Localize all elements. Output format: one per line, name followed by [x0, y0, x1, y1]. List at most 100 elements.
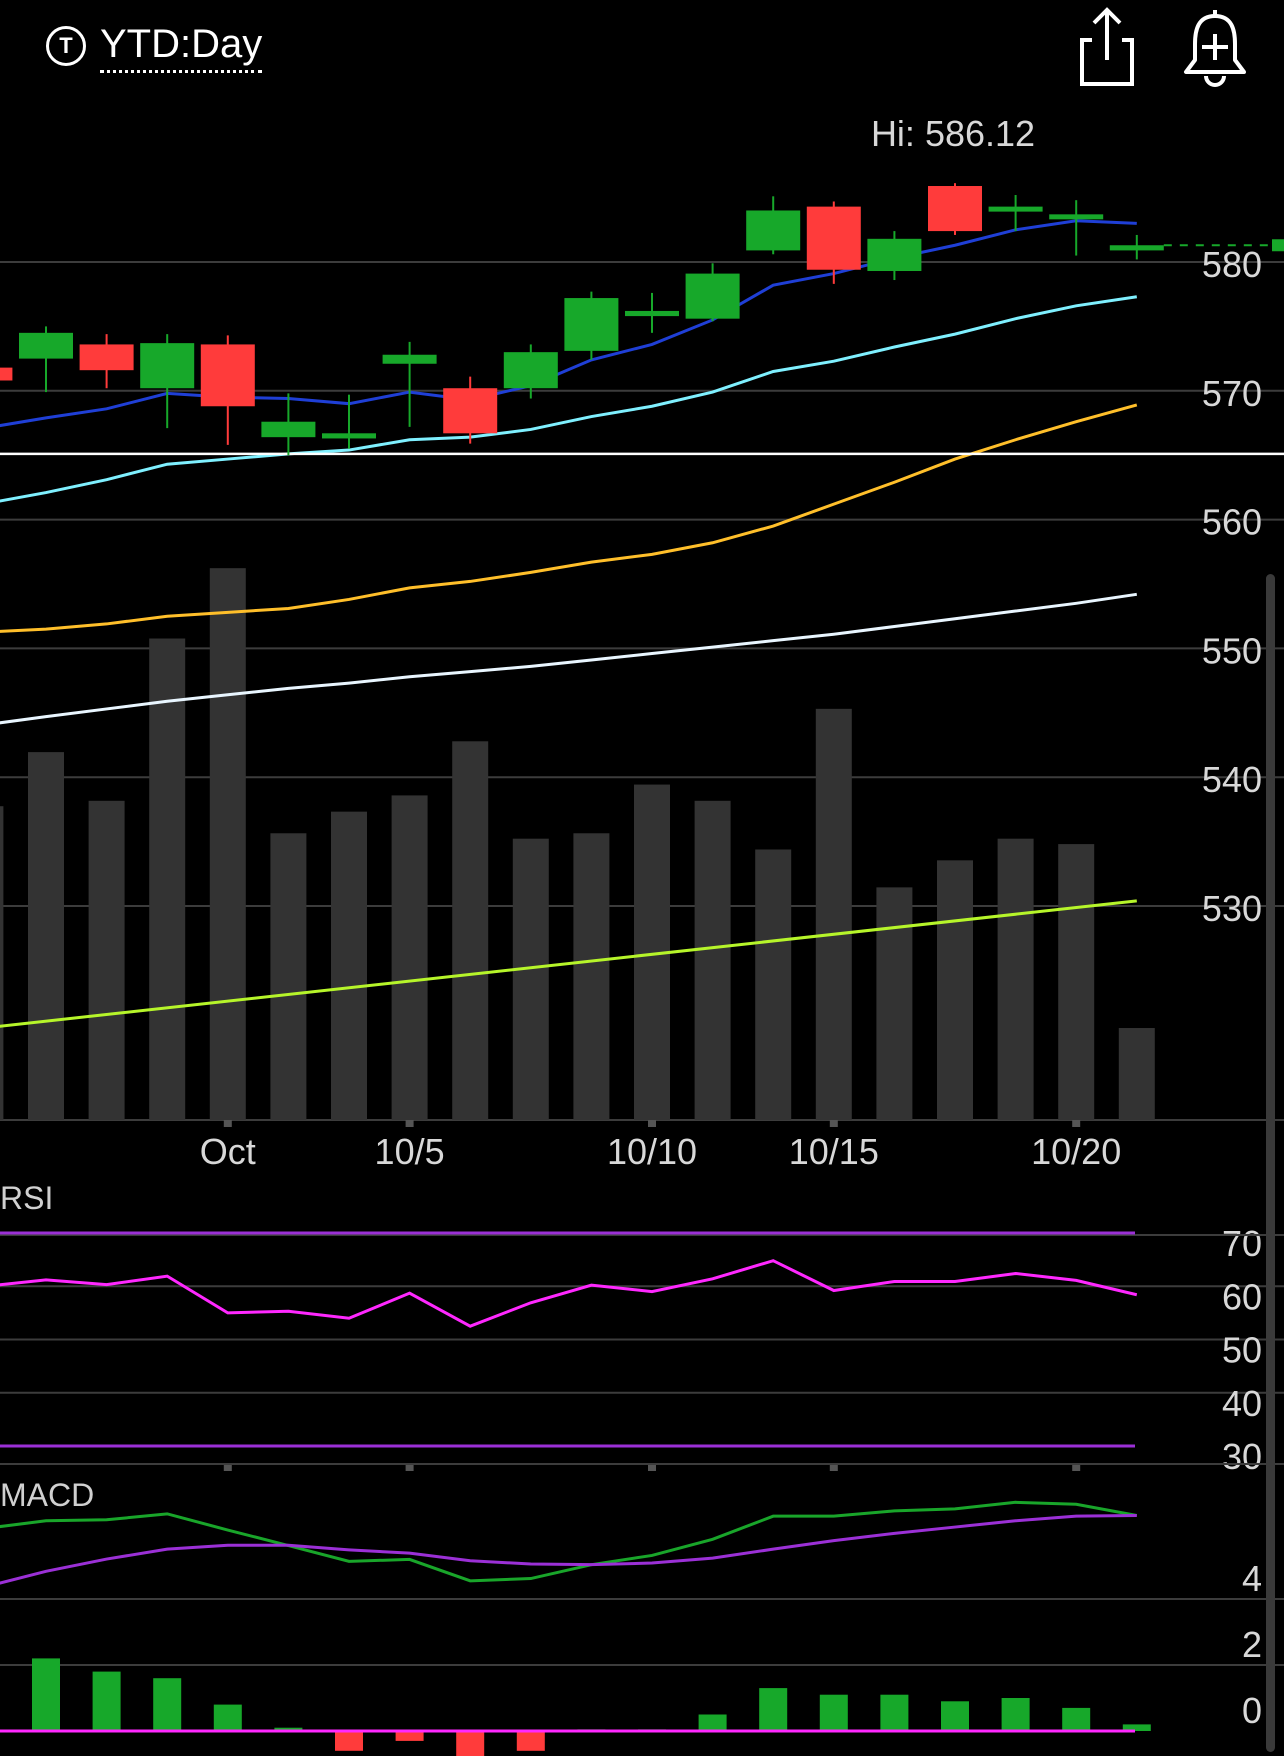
macd-histogram-bar-3	[213, 1704, 242, 1731]
volume-bar--1	[0, 806, 4, 1120]
macd-histogram-bar-18	[1122, 1724, 1151, 1731]
candle-body-16	[988, 206, 1043, 212]
rsi-tick-label-40: 40	[1222, 1383, 1262, 1424]
period-selector[interactable]: T YTD:Day	[46, 18, 263, 74]
volume-bar-6	[391, 795, 428, 1120]
macd-histogram-bar-6	[395, 1731, 424, 1741]
add-alert-bell-icon	[1184, 10, 1246, 87]
candle-body-1	[79, 344, 134, 371]
volume-bar-18	[1118, 1028, 1155, 1120]
chart-header: T YTD:Day	[0, 0, 1284, 90]
rsi-line	[0, 1259, 1138, 1328]
candle-body-2	[140, 343, 195, 389]
candle-body-14	[867, 238, 922, 272]
macd-tick-label-2: 2	[1242, 1624, 1262, 1665]
volume-bar-4	[270, 833, 307, 1120]
date-tick-label-Oct: Oct	[200, 1131, 256, 1172]
date-tick-label-10/5: 10/5	[375, 1131, 445, 1172]
candle-body-9	[564, 298, 619, 351]
candle-body--1	[0, 367, 13, 381]
candle-body-3	[200, 344, 255, 407]
macd-signal-line	[0, 1514, 1137, 1585]
candle-body-4	[261, 421, 316, 438]
rsi-tick-label-50: 50	[1222, 1330, 1262, 1371]
macd-histogram-bar-2	[153, 1678, 182, 1731]
add-alert-button[interactable]	[1180, 6, 1250, 90]
date-tick-label-10/15: 10/15	[789, 1131, 879, 1172]
date-tick-label-10/20: 10/20	[1031, 1131, 1121, 1172]
rsi-date-tick-10/5	[405, 1464, 414, 1471]
rsi-tick-label-70: 70	[1222, 1223, 1262, 1264]
price-axis: 580 570 560 550 540 530	[1202, 244, 1262, 929]
macd-line	[0, 1500, 1138, 1583]
macd-histogram-bar-17	[1062, 1707, 1091, 1731]
rsi-title: RSI	[0, 1180, 53, 1216]
rsi-date-tick-10/10	[648, 1464, 656, 1471]
volume-bar-11	[694, 800, 731, 1120]
volume-bar-13	[815, 708, 852, 1120]
macd-tick-label-0: 0	[1242, 1690, 1262, 1731]
volume-bar-7	[452, 741, 489, 1120]
volume-bar-9	[573, 833, 610, 1120]
macd-histogram-bar-15	[941, 1701, 969, 1731]
volume-bar-0	[28, 752, 64, 1120]
macd-title: MACD	[0, 1477, 94, 1513]
moving-average-line-1	[0, 219, 1137, 428]
volume-bar-15	[937, 860, 973, 1120]
date-tick-10/5	[405, 1120, 414, 1127]
moving-average-line-5	[0, 899, 1137, 1028]
candle-body-6	[382, 354, 437, 364]
rsi-panel: RSI 70 60 50 40 30	[0, 1180, 1284, 1477]
ticker-circle-icon: T	[46, 26, 86, 66]
candle-body-15	[928, 186, 982, 232]
moving-averages	[0, 219, 1138, 1028]
date-tick-10/20	[1072, 1120, 1081, 1127]
candle-body-8	[503, 352, 558, 389]
candle-body-17	[1049, 214, 1104, 220]
macd-tick-label-4: 4	[1242, 1558, 1262, 1599]
rsi-tick-label-30: 30	[1222, 1436, 1262, 1477]
date-tick-10/15	[829, 1120, 838, 1127]
last-price-marker	[1272, 239, 1284, 252]
volume-bar-3	[209, 568, 246, 1120]
volume-bar-2	[149, 638, 186, 1120]
rsi-tick-label-60: 60	[1222, 1276, 1262, 1317]
macd-histogram-bar-1	[92, 1671, 121, 1731]
date-axis: Oct 10/5 10/10 10/15 10/20	[200, 1120, 1121, 1471]
share-button[interactable]	[1072, 6, 1142, 90]
volume-bar-16	[997, 838, 1034, 1120]
volume-bar-12	[755, 849, 792, 1120]
rsi-date-tick-10/20	[1072, 1464, 1081, 1471]
macd-histogram-bar-13	[819, 1694, 848, 1731]
macd-histogram-bar-8	[516, 1731, 545, 1751]
macd-histogram-bar-12	[759, 1688, 788, 1731]
rsi-date-tick-Oct	[223, 1464, 232, 1471]
price-tick-label-570: 570	[1202, 373, 1262, 414]
share-icon	[1080, 7, 1134, 86]
price-tick-label-540: 540	[1202, 759, 1262, 800]
macd-histogram-bar-11	[698, 1714, 727, 1731]
macd-histogram-bar-4	[274, 1727, 303, 1731]
candle-body-5	[322, 433, 376, 439]
price-tick-label-560: 560	[1202, 502, 1262, 543]
volume-bar-17	[1058, 844, 1095, 1120]
vertical-scrollbar[interactable]	[1266, 574, 1275, 1752]
moving-average-line-3	[0, 403, 1138, 633]
volume-bar-8	[512, 838, 549, 1120]
candle-body-10	[625, 310, 679, 317]
candlesticks	[0, 183, 1284, 456]
candle-body-0	[19, 332, 73, 359]
date-tick-10/10	[648, 1120, 656, 1127]
price-tick-label-550: 550	[1202, 630, 1262, 671]
macd-panel: MACD 4 2 0	[0, 1477, 1284, 1756]
volume-bars	[0, 568, 1155, 1120]
volume-bar-14	[876, 887, 913, 1120]
macd-histogram-bar-7	[456, 1731, 485, 1756]
candle-body-13	[806, 206, 861, 270]
moving-average-line-2	[0, 295, 1138, 503]
rsi-date-tick-10/15	[829, 1464, 838, 1471]
macd-histogram-bar-16	[1001, 1698, 1030, 1731]
date-tick-label-10/10: 10/10	[607, 1131, 697, 1172]
moving-average-line-4	[0, 592, 1138, 725]
